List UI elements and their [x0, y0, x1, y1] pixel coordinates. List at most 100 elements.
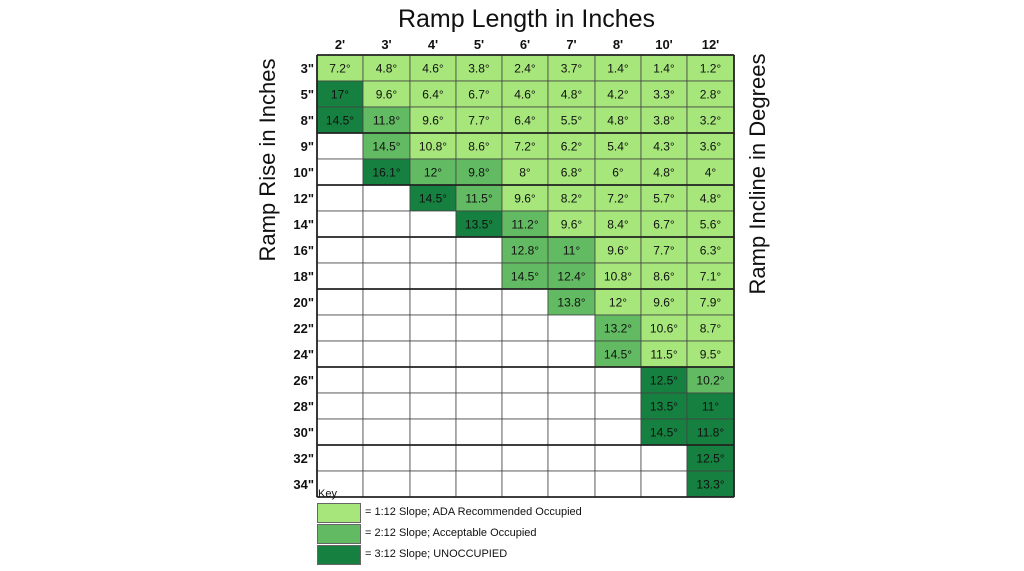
cell-value: 11° — [702, 400, 719, 414]
cell-value: 4° — [705, 166, 717, 180]
cell-value: 17° — [331, 88, 349, 102]
table-cell — [547, 262, 596, 290]
table-cell — [409, 288, 457, 316]
column-header: 8' — [613, 37, 623, 52]
cell-value: 4.6° — [514, 88, 536, 102]
table-cell — [362, 444, 411, 472]
table-cell — [501, 184, 549, 212]
table-cell — [409, 184, 457, 212]
table-cell — [547, 80, 596, 108]
row-header: 22" — [293, 321, 314, 336]
table-cell — [686, 340, 735, 368]
cell-value: 8.4° — [607, 218, 629, 232]
table-cell — [640, 210, 688, 238]
table-cell — [547, 314, 596, 342]
table-cell — [547, 106, 596, 134]
cell-value: 6.4° — [422, 88, 444, 102]
table-cell — [501, 210, 549, 238]
cell-value: 3.8° — [468, 62, 490, 76]
column-header: 10' — [655, 37, 673, 52]
row-header: 8" — [301, 113, 314, 128]
table-cell — [501, 106, 549, 134]
table-cell — [409, 392, 457, 420]
cell-value: 1.4° — [607, 62, 629, 76]
cell-value: 11.2° — [511, 218, 538, 232]
cell-value: 14.5° — [650, 426, 678, 440]
table-cell — [501, 444, 549, 472]
table-cell — [455, 470, 503, 498]
key-item-1: = 1:12 Slope; ADA Recommended Occupied — [317, 503, 637, 523]
cell-value: 2.4° — [514, 62, 536, 76]
table-cell — [455, 106, 503, 134]
chart-title: Ramp Length in Inches — [397, 5, 656, 33]
cell-value: 8.7° — [700, 322, 722, 336]
table-cell — [316, 288, 364, 316]
table-cell — [455, 418, 503, 446]
table-cell — [316, 314, 364, 342]
table-cell — [594, 106, 642, 134]
table-cell — [409, 366, 457, 394]
cell-value: 6.7° — [653, 218, 675, 232]
row-header: 3" — [301, 61, 314, 76]
cell-value: 1.4° — [653, 62, 675, 76]
cell-value: 6.4° — [514, 114, 536, 128]
table-cell — [640, 54, 688, 82]
table-cell — [316, 158, 364, 186]
table-cell — [409, 236, 457, 264]
row-header: 14" — [293, 217, 314, 232]
cell-value: 9.6° — [607, 244, 629, 258]
table-cell — [594, 366, 642, 394]
table-cell — [362, 314, 411, 342]
table-cell — [362, 418, 411, 446]
cell-value: 6.8° — [561, 166, 583, 180]
cell-value: 9.6° — [561, 218, 583, 232]
row-header: 26" — [293, 373, 314, 388]
table-cell — [640, 418, 688, 446]
table-cell — [501, 340, 549, 368]
cell-value: 11.5° — [465, 192, 492, 206]
cell-value: 13.5° — [465, 218, 493, 232]
table-cell — [455, 236, 503, 264]
table-cell — [362, 184, 411, 212]
table-cell — [362, 392, 411, 420]
table-cell — [640, 392, 688, 420]
cell-value: 4.8° — [376, 62, 398, 76]
key-item-3: = 3:12 Slope; UNOCCUPIED — [317, 545, 637, 565]
table-cell — [501, 262, 549, 290]
cell-value: 14.5° — [326, 114, 354, 128]
cell-value: 11.8° — [373, 114, 400, 128]
cell-value: 7.2° — [514, 140, 536, 154]
table-cell — [594, 236, 642, 264]
table-cell — [686, 158, 735, 186]
cell-value: 4.2° — [607, 88, 629, 102]
table-cell — [362, 470, 411, 498]
row-header: 16" — [293, 243, 314, 258]
cell-value: 8.2° — [561, 192, 583, 206]
cell-value: 9.6° — [653, 296, 675, 310]
table-cell — [455, 314, 503, 342]
cell-value: 14.5° — [604, 348, 632, 362]
cell-value: 12.5° — [696, 452, 724, 466]
table-cell — [686, 470, 735, 498]
column-header: 7' — [566, 37, 576, 52]
table-cell — [409, 340, 457, 368]
column-header: 12' — [702, 37, 720, 52]
key-label-1: = 1:12 Slope; ADA Recommended Occupied — [365, 506, 582, 518]
table-cell — [316, 236, 364, 264]
table-cell — [594, 262, 642, 290]
table-cell — [409, 262, 457, 290]
table-cell — [455, 210, 503, 238]
cell-value: 7.1° — [700, 270, 722, 284]
table-cell — [594, 444, 642, 472]
column-header: 2' — [335, 37, 345, 52]
table-cell — [640, 262, 688, 290]
cell-value: 12° — [609, 296, 627, 310]
table-cell — [501, 470, 549, 498]
cell-value: 10.8° — [604, 270, 632, 284]
cell-value: 4.3° — [653, 140, 675, 154]
cell-value: 13.5° — [650, 400, 678, 414]
table-cell — [362, 366, 411, 394]
table-cell — [316, 366, 364, 394]
cell-value: 13.3° — [696, 478, 724, 492]
